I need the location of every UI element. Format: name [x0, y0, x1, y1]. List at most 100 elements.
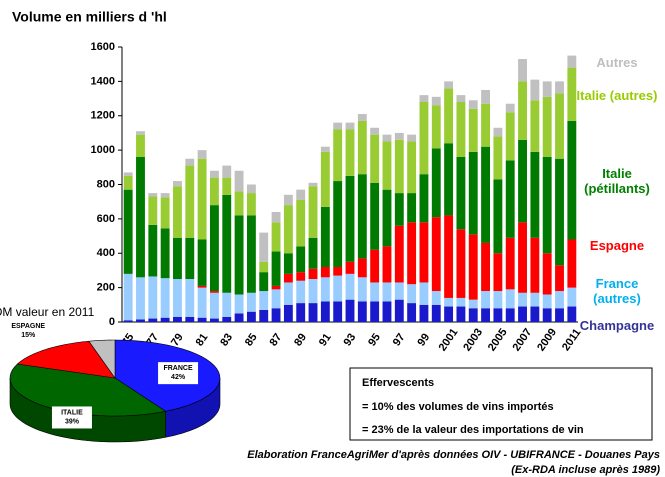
x-tick-label: 2009 — [535, 326, 559, 353]
legend-entry: Espagne — [589, 238, 645, 253]
bar-segment — [333, 267, 343, 276]
bar-segment — [246, 193, 256, 216]
bar-segment — [296, 303, 306, 322]
legend-entry: Italie (autres) — [576, 88, 658, 103]
bar-segment — [555, 265, 564, 292]
bar-segment — [505, 160, 515, 238]
bar-segment — [173, 237, 182, 280]
bar-segment — [431, 217, 441, 292]
bar-segment — [234, 170, 244, 192]
bar-segment — [308, 268, 318, 280]
bar-segment — [320, 146, 330, 152]
bar-segment — [542, 253, 552, 295]
bar-segment — [160, 228, 170, 279]
y-tick-label: 1400 — [91, 75, 115, 87]
bar-segment — [468, 234, 478, 300]
bar-segment — [283, 205, 293, 254]
bar-segment — [357, 120, 367, 175]
bar-segment — [333, 129, 343, 182]
bar-segment — [136, 319, 145, 322]
x-tick-label: 2007 — [511, 326, 535, 353]
bar-segment — [419, 304, 429, 322]
bar-segment — [148, 224, 158, 277]
pie-value-label: 15% — [21, 332, 36, 339]
bar-segment — [530, 151, 540, 238]
bar-segment — [357, 114, 367, 121]
bar-segment — [271, 222, 281, 252]
bar-segment — [209, 318, 219, 322]
bar-segment — [160, 193, 170, 198]
bar-segment — [370, 182, 380, 250]
bar-segment — [481, 291, 491, 309]
bar-segment — [530, 237, 540, 293]
bar-segment — [222, 177, 232, 195]
bar-segment — [333, 122, 343, 130]
bar-segment — [493, 136, 503, 180]
bar-segment — [320, 267, 330, 278]
bar-segment — [468, 308, 478, 322]
bar-segment — [320, 277, 330, 302]
bar-segment — [173, 316, 182, 322]
bar-segment — [259, 272, 269, 292]
bar-segment — [518, 306, 527, 322]
bar-segment — [320, 301, 330, 322]
bar-segment — [444, 143, 454, 216]
bar-segment — [370, 282, 380, 302]
bar-segment — [567, 55, 577, 68]
bar-segment — [148, 196, 158, 225]
bar-segment — [357, 301, 367, 322]
bar-segment — [357, 174, 367, 259]
pie-slice — [9, 363, 167, 417]
bar-segment — [542, 157, 552, 254]
bar-segment — [296, 199, 306, 247]
bar-segment — [259, 291, 269, 310]
bar-segment — [444, 297, 454, 307]
bar-segment — [345, 175, 355, 262]
legend-entry: France (autres) — [593, 276, 641, 306]
x-tick-label: 93 — [341, 331, 358, 348]
bar-segment — [518, 59, 527, 82]
bar-segment — [345, 261, 355, 274]
bar-segment — [456, 95, 466, 102]
bar-segment — [148, 318, 158, 322]
bar-segment — [173, 181, 182, 187]
bar-segment — [357, 258, 367, 278]
bar-segment — [419, 282, 429, 305]
bar-segment — [197, 317, 207, 322]
bar-segment — [148, 193, 158, 197]
bar-segment — [481, 146, 491, 243]
bar-segment — [209, 291, 219, 293]
bar-segment — [394, 225, 404, 283]
bar-segment — [407, 134, 417, 142]
bar-segment — [407, 284, 417, 304]
bar-segment — [370, 127, 380, 135]
bar-segment — [234, 215, 244, 295]
bar-segment — [173, 279, 182, 317]
bar-segment — [567, 120, 577, 240]
pie-title: PDM valeur en 2011 — [0, 305, 95, 319]
bar-segment — [419, 222, 429, 283]
y-tick-label: 200 — [97, 282, 115, 294]
x-tick-label: 87 — [268, 331, 285, 348]
bar-segment — [518, 81, 527, 140]
bar-segment — [567, 239, 577, 288]
bar-segment — [518, 139, 527, 223]
bar-segment — [271, 308, 281, 322]
bar-segment — [185, 165, 195, 238]
bar-segment — [209, 292, 219, 319]
bar-segment — [382, 282, 392, 302]
bar-segment — [345, 299, 355, 322]
bar-segment — [431, 291, 441, 305]
bar-segment — [271, 251, 281, 286]
bar-segment — [185, 279, 195, 317]
bar-segment — [407, 193, 417, 223]
bar-segment — [123, 189, 133, 274]
pie-label-box — [158, 362, 199, 385]
bar-segment — [382, 301, 392, 322]
bar-segment — [394, 282, 404, 300]
bar-segment — [456, 229, 466, 298]
y-tick-label: 800 — [97, 178, 115, 190]
bar-segment — [431, 148, 441, 218]
bar-segment — [481, 308, 491, 322]
bar-segment — [148, 276, 158, 319]
